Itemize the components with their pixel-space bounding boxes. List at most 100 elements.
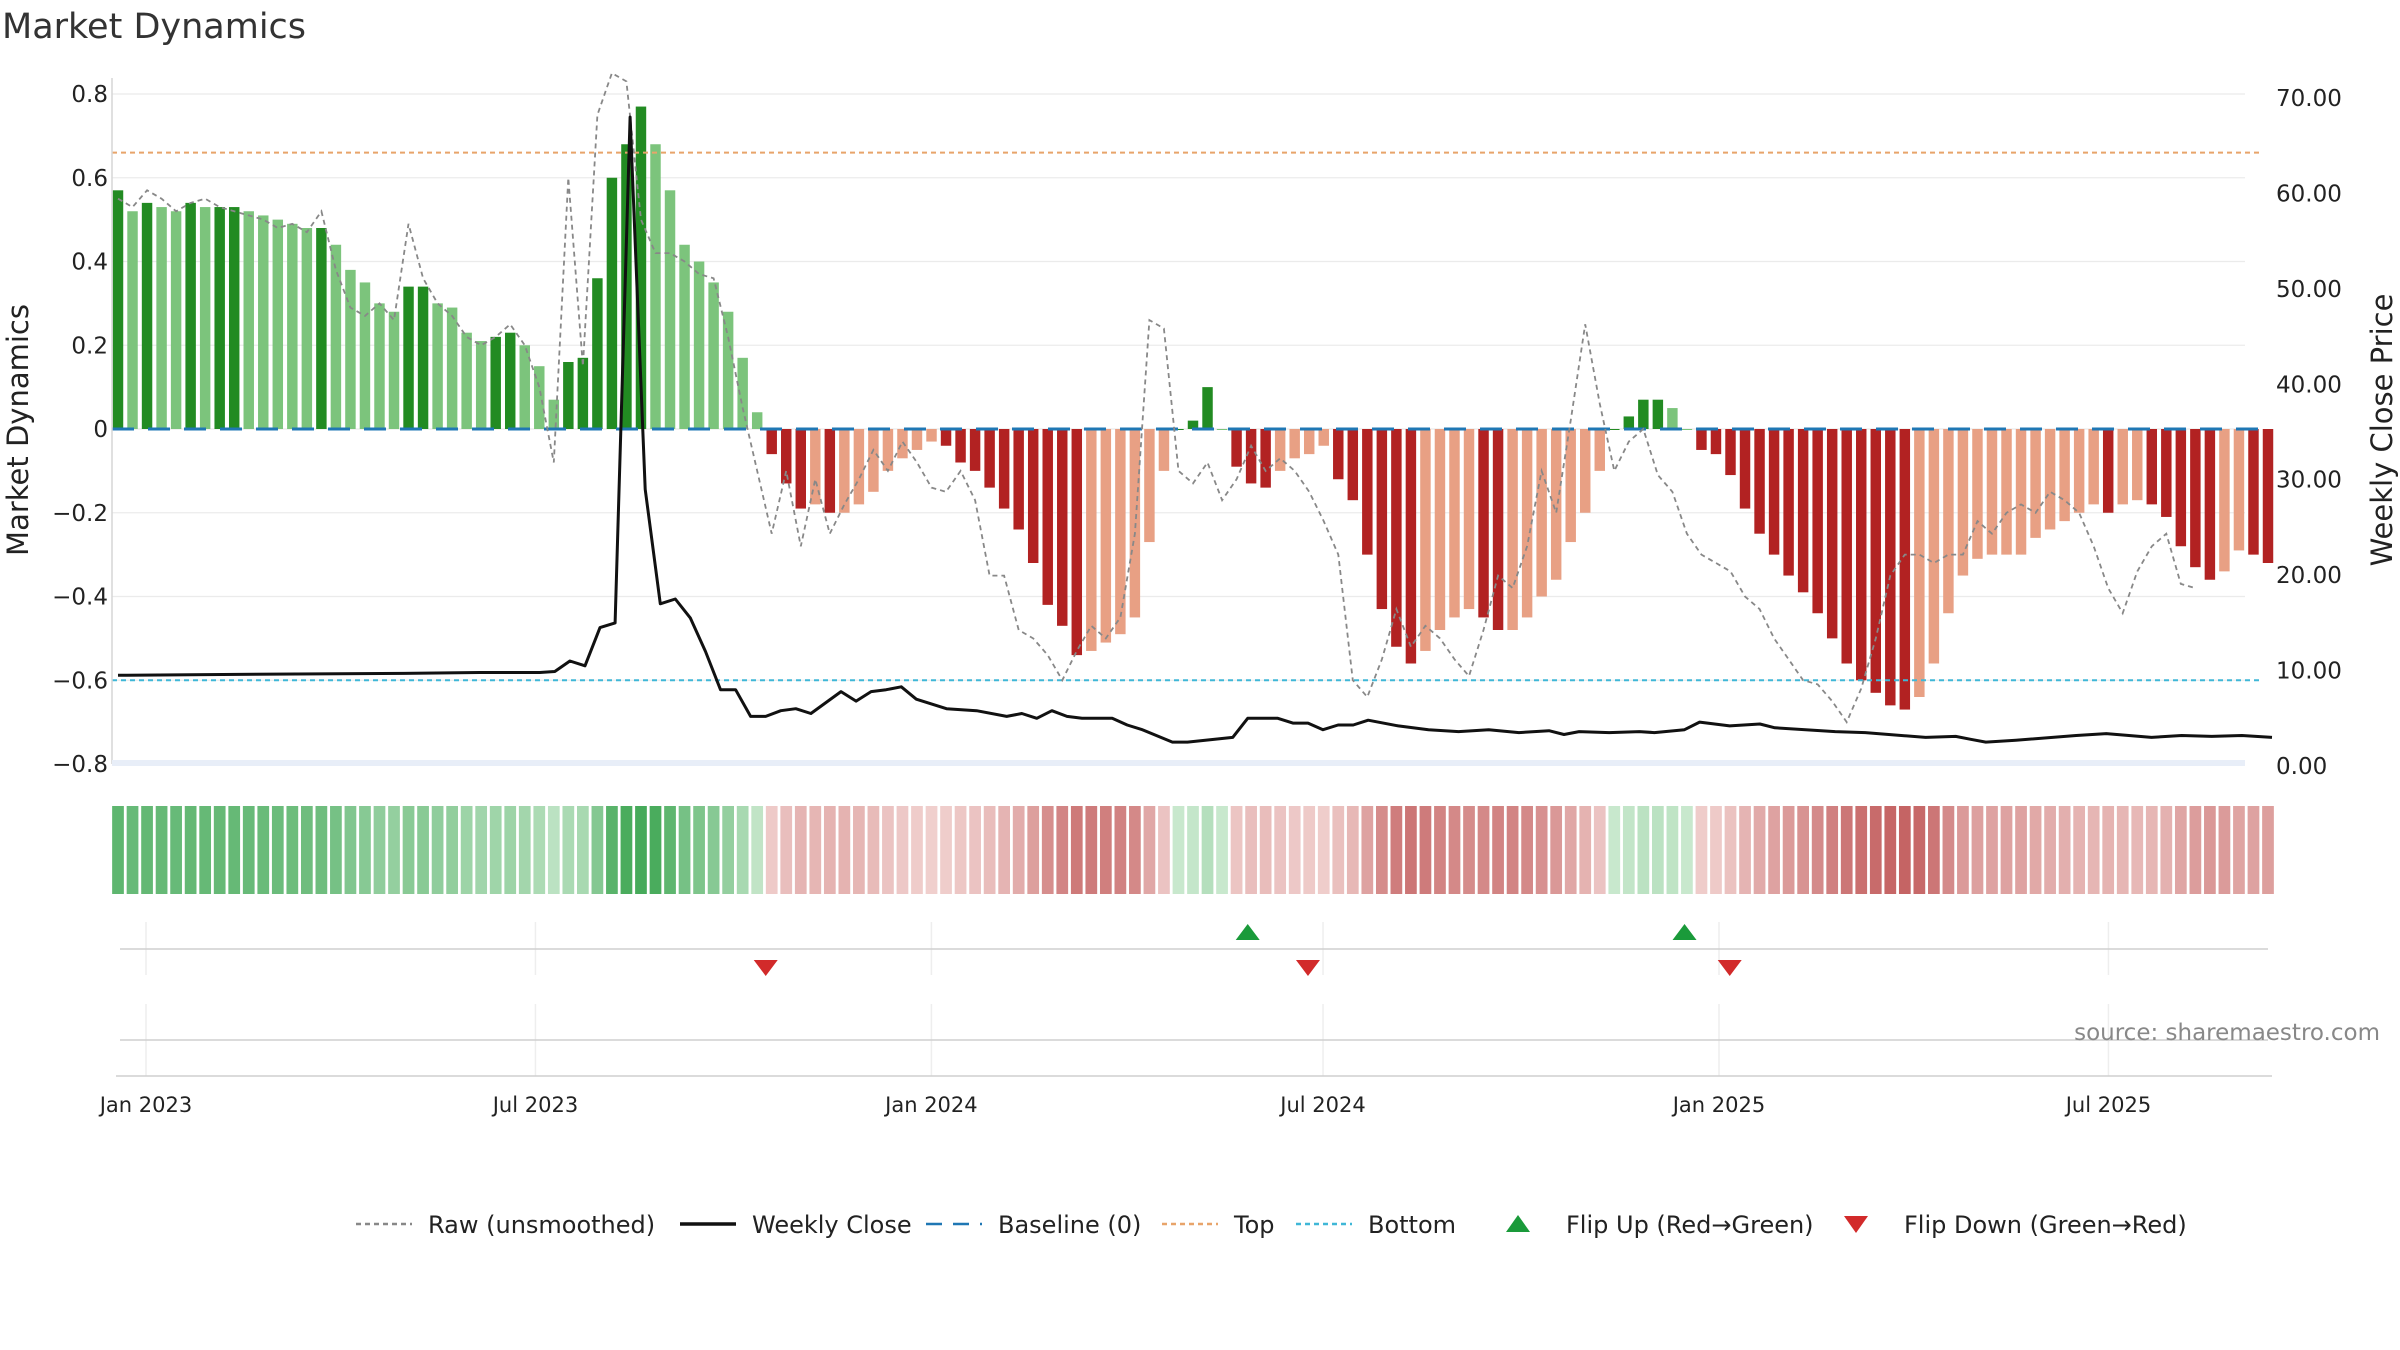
line-series: [117, 71, 2273, 744]
market-dynamics-bar: [1885, 429, 1896, 706]
market-dynamics-bar: [1057, 429, 1068, 626]
regime-strip-cell: [983, 806, 996, 894]
market-dynamics-bar: [955, 429, 966, 463]
regime-strip-cell: [591, 806, 604, 894]
market-dynamics-bar: [1202, 387, 1213, 429]
regime-strip-cell: [431, 806, 444, 894]
regime-strip-cell: [1739, 806, 1751, 894]
market-dynamics-bar: [635, 106, 647, 429]
market-dynamics-bar: [301, 228, 313, 429]
legend-label: Weekly Close: [752, 1211, 912, 1239]
regime-strip-cell: [1245, 806, 1257, 894]
legend: Raw (unsmoothed) Weekly Close Baseline (0)…: [356, 1211, 2187, 1239]
market-dynamics-bar: [388, 311, 400, 429]
regime-strip-cell: [1724, 806, 1737, 894]
regime-strip-cell: [1361, 806, 1374, 894]
regime-strip-cell: [533, 806, 546, 894]
regime-strip-cell: [2204, 806, 2216, 894]
regime-strip-cell: [649, 806, 662, 894]
market-dynamics-bar: [403, 286, 414, 429]
market-dynamics-bar: [2204, 429, 2216, 580]
regime-strip-cell: [199, 806, 212, 894]
market-dynamics-bar: [1812, 429, 1823, 614]
market-dynamics-bar: [1478, 429, 1489, 618]
regime-strip-cell: [1288, 806, 1301, 894]
flip-up-marker: [1672, 924, 1697, 940]
market-dynamics-bar: [1739, 429, 1751, 509]
market-dynamics-bar: [868, 429, 879, 492]
regime-strip-cell: [2233, 806, 2245, 894]
market-dynamics-bar: [1333, 429, 1344, 480]
regime-strip-cell: [1332, 806, 1345, 894]
flip-down-marker: [1717, 960, 1742, 976]
regime-strip-cell: [1869, 806, 1882, 894]
market-dynamics-bar: [926, 429, 937, 442]
regime-strip-cell: [1681, 806, 1693, 894]
flip-down-marker: [753, 960, 778, 976]
market-dynamics-bar: [1826, 429, 1838, 639]
regime-strip-cell: [954, 806, 967, 894]
regime-strip-cell: [1535, 806, 1548, 894]
market-dynamics-bar: [2175, 429, 2187, 547]
regime-strip-cell: [1811, 806, 1824, 894]
regime-strip-cell: [1957, 806, 1969, 894]
regime-strip-cell: [1506, 806, 1519, 894]
regime-strip-cell: [257, 806, 270, 894]
regime-strip-cell: [141, 806, 153, 894]
weekly-close-line: [117, 115, 2273, 744]
market-dynamics-bar: [1260, 429, 1271, 488]
regime-strip-cell: [2189, 806, 2202, 894]
regime-strip-cell: [1608, 806, 1621, 894]
y-tick-left: 0.6: [71, 166, 108, 192]
market-dynamics-bar: [461, 332, 472, 429]
market-dynamics-bar: [1972, 429, 1983, 559]
market-dynamics-bar: [1521, 429, 1533, 618]
y-tick-right: 10.00: [2276, 659, 2342, 685]
market-dynamics-bar: [1086, 429, 1097, 651]
regime-strip-cell: [2218, 806, 2231, 894]
market-dynamics-bar: [2190, 429, 2201, 568]
x-tick-label: Jan 2025: [1671, 1093, 1766, 1117]
market-dynamics-bar: [2102, 429, 2114, 513]
market-dynamics-bar: [1957, 429, 1969, 576]
market-dynamics-bar: [490, 336, 501, 429]
x-tick-label: Jul 2024: [1278, 1093, 1365, 1117]
regime-strip-cell: [707, 806, 720, 894]
market-dynamics-bar: [679, 244, 690, 429]
market-dynamics-bar: [2088, 429, 2099, 505]
market-dynamics-bar: [112, 190, 124, 429]
regime-strip-cell: [882, 806, 894, 894]
regime-strip-cell: [2174, 806, 2187, 894]
y-axis-label-right: Weekly Close Price: [2365, 294, 2399, 567]
y-tick-right: 0.00: [2276, 754, 2327, 780]
market-dynamics-bar: [737, 357, 748, 429]
market-dynamics-bar: [1303, 429, 1315, 455]
regime-strip-cell: [2073, 806, 2086, 894]
regime-strip-cell: [1463, 806, 1475, 894]
market-dynamics-bar: [1681, 429, 1693, 430]
legend-item: Weekly Close: [680, 1211, 912, 1239]
market-dynamics-bar: [1420, 429, 1431, 651]
market-dynamics-bar: [2059, 429, 2070, 522]
market-dynamics-bar: [1856, 429, 1867, 681]
market-dynamics-bar: [1710, 429, 1722, 455]
market-dynamics-bar: [1768, 429, 1780, 555]
market-dynamics-bar: [1318, 429, 1329, 446]
market-dynamics-bar: [2262, 429, 2274, 563]
market-dynamics-bar: [228, 207, 240, 429]
regime-strip-cell: [1317, 806, 1330, 894]
market-dynamics-bar: [577, 357, 589, 429]
market-dynamics-bar: [1274, 429, 1286, 471]
regime-strip-cell: [765, 806, 778, 894]
regime-strip-cell: [940, 806, 952, 894]
regime-strip-cell: [1172, 806, 1185, 894]
market-dynamics-bar: [606, 177, 618, 429]
regime-strip-cell: [1521, 806, 1533, 894]
legend-label: Baseline (0): [998, 1211, 1141, 1239]
market-dynamics-bar: [708, 282, 719, 429]
regime-strip-cell: [2262, 806, 2274, 894]
regime-strip-cell: [417, 806, 429, 894]
regime-strip-cell: [184, 806, 197, 894]
market-dynamics-bar: [839, 429, 850, 513]
market-dynamics-bar: [766, 429, 777, 455]
